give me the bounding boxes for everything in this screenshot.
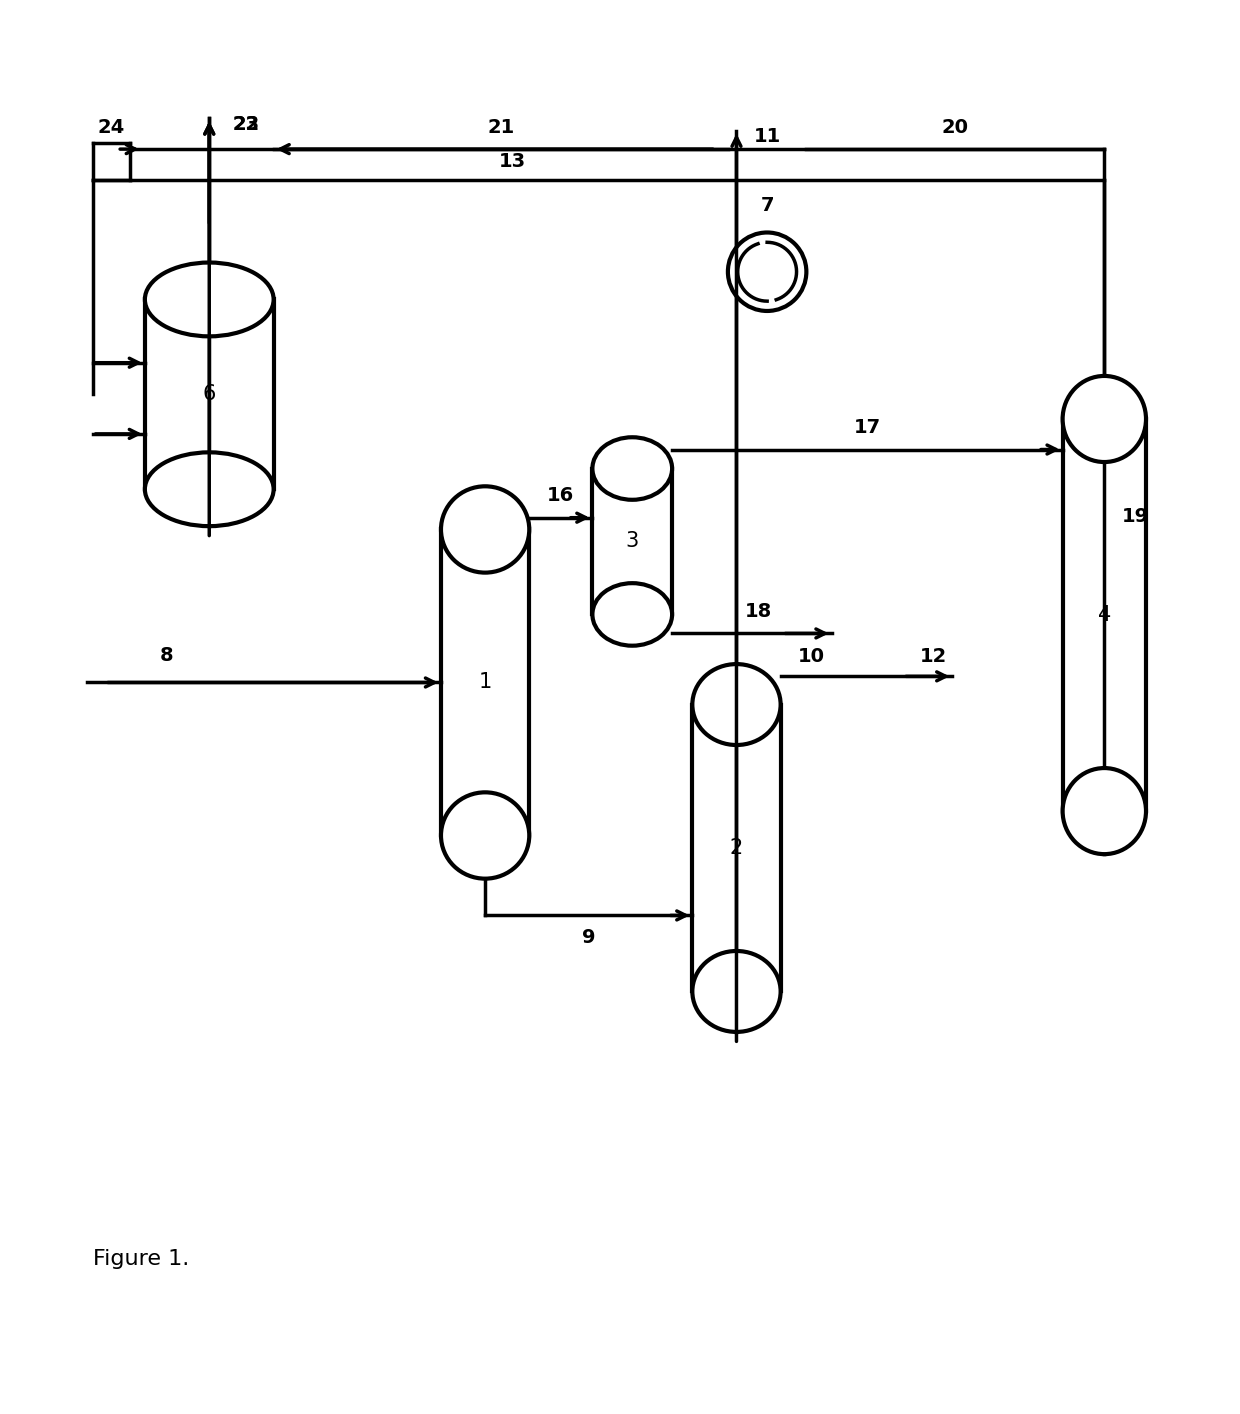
Text: 11: 11 <box>754 127 781 147</box>
Text: 7: 7 <box>760 197 774 215</box>
Ellipse shape <box>441 486 529 573</box>
Bar <box>145 300 274 489</box>
Text: 21: 21 <box>487 117 515 137</box>
Text: 1: 1 <box>479 673 492 693</box>
Ellipse shape <box>593 583 672 646</box>
Bar <box>441 529 529 836</box>
Text: 19: 19 <box>1121 508 1148 526</box>
Text: 3: 3 <box>626 532 639 551</box>
Bar <box>593 468 672 615</box>
Text: Figure 1.: Figure 1. <box>93 1249 188 1268</box>
Ellipse shape <box>145 452 274 526</box>
Ellipse shape <box>145 263 274 337</box>
Text: 10: 10 <box>797 648 825 666</box>
Ellipse shape <box>441 792 529 878</box>
Text: 24: 24 <box>98 117 125 137</box>
Ellipse shape <box>692 952 781 1032</box>
Ellipse shape <box>692 665 781 745</box>
Text: 12: 12 <box>920 648 947 666</box>
Text: 20: 20 <box>942 117 968 137</box>
Text: 13: 13 <box>500 151 526 171</box>
Text: 23: 23 <box>232 115 259 134</box>
Text: 17: 17 <box>854 419 880 437</box>
Ellipse shape <box>1063 768 1146 854</box>
Text: 18: 18 <box>744 602 771 621</box>
Text: 22: 22 <box>232 115 259 134</box>
Ellipse shape <box>1063 376 1146 462</box>
Text: 16: 16 <box>547 486 574 505</box>
Text: 8: 8 <box>160 646 174 665</box>
Bar <box>1063 419 1146 812</box>
Ellipse shape <box>593 437 672 499</box>
Text: 4: 4 <box>1097 605 1111 625</box>
Circle shape <box>728 232 806 311</box>
Bar <box>692 704 781 991</box>
Text: 2: 2 <box>730 839 743 858</box>
Text: 9: 9 <box>582 928 595 947</box>
Text: 6: 6 <box>202 385 216 404</box>
